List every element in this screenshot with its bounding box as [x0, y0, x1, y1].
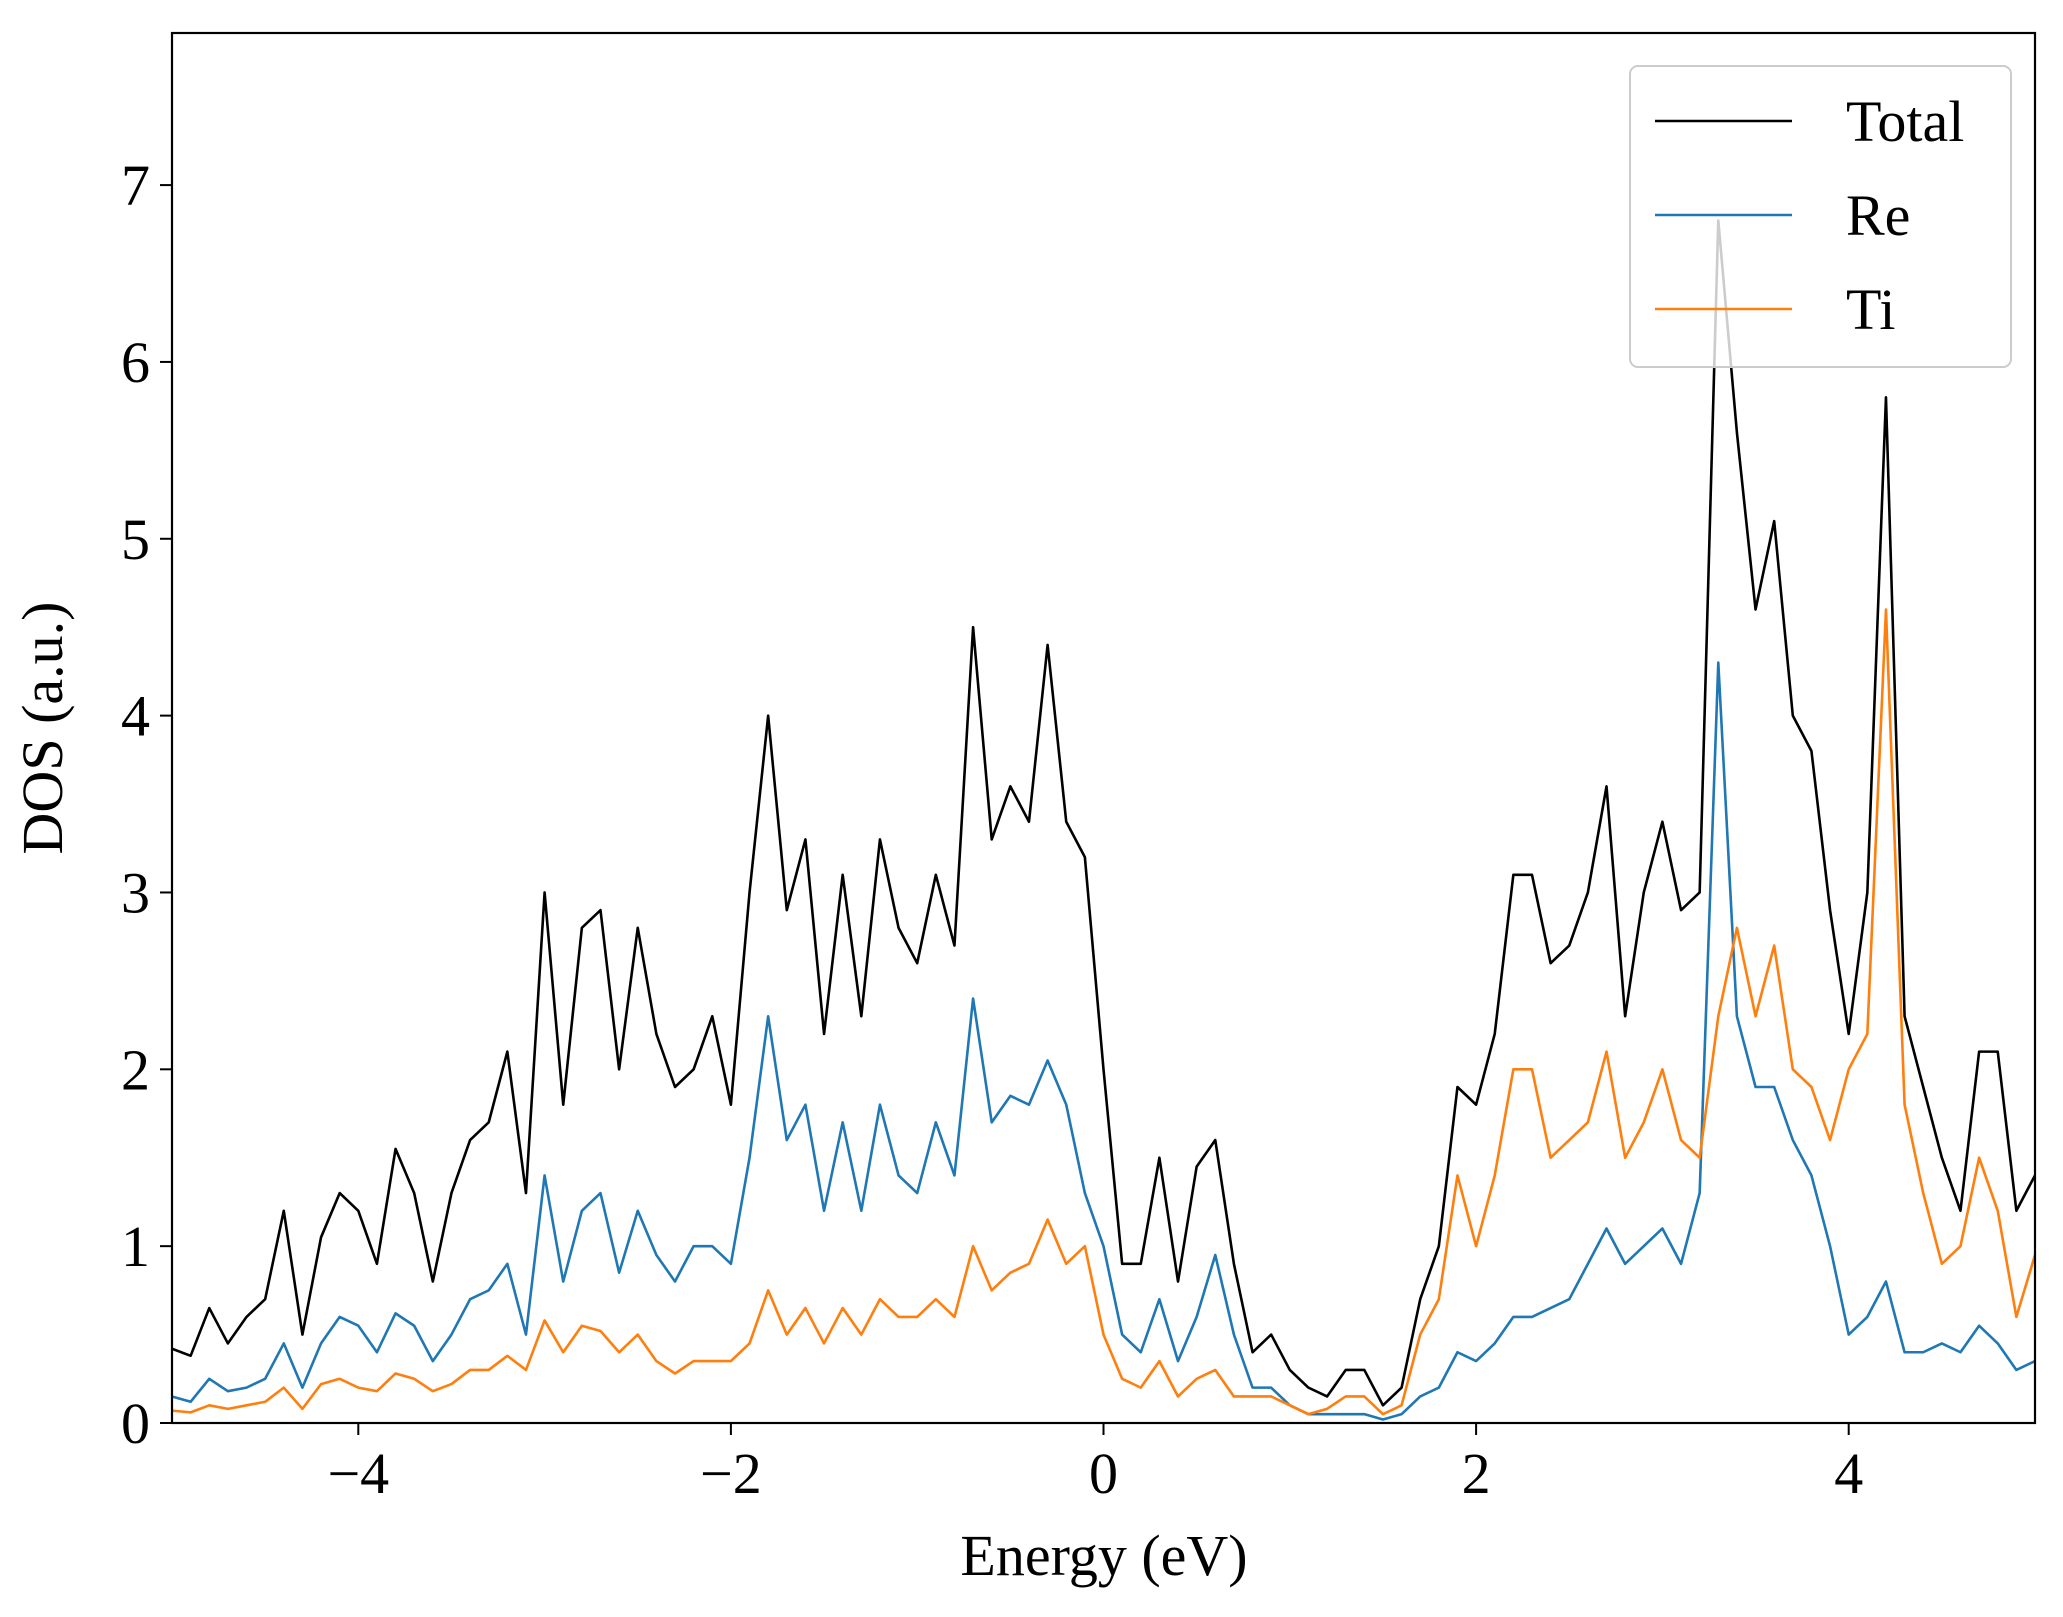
- y-tick-label: 0: [121, 1391, 150, 1456]
- y-tick-label: 6: [121, 330, 150, 395]
- x-tick-label: 2: [1462, 1441, 1491, 1506]
- y-tick-label: 3: [121, 860, 150, 925]
- x-tick-label: 4: [1834, 1441, 1863, 1506]
- legend-label: Total: [1846, 89, 1964, 154]
- y-tick-label: 2: [121, 1037, 150, 1102]
- plot-frame: [170, 31, 2037, 1425]
- legend-box: [1629, 65, 2012, 368]
- x-tick-label: 0: [1089, 1441, 1118, 1506]
- series-line: [172, 608, 2035, 1416]
- legend-label: Ti: [1846, 277, 1896, 342]
- series-line: [172, 219, 2035, 1407]
- y-tick-label: 4: [121, 684, 150, 749]
- x-tick-label: −4: [327, 1441, 389, 1506]
- x-tick-label: −2: [700, 1441, 762, 1506]
- y-axis-label: DOS (a.u.): [10, 602, 75, 855]
- legend-label: Re: [1846, 183, 1910, 248]
- y-tick-label: 1: [121, 1214, 150, 1279]
- x-axis-label: Energy (eV): [960, 1523, 1247, 1588]
- series-line: [172, 661, 2035, 1421]
- y-tick-label: 7: [121, 153, 150, 218]
- y-tick-label: 5: [121, 507, 150, 572]
